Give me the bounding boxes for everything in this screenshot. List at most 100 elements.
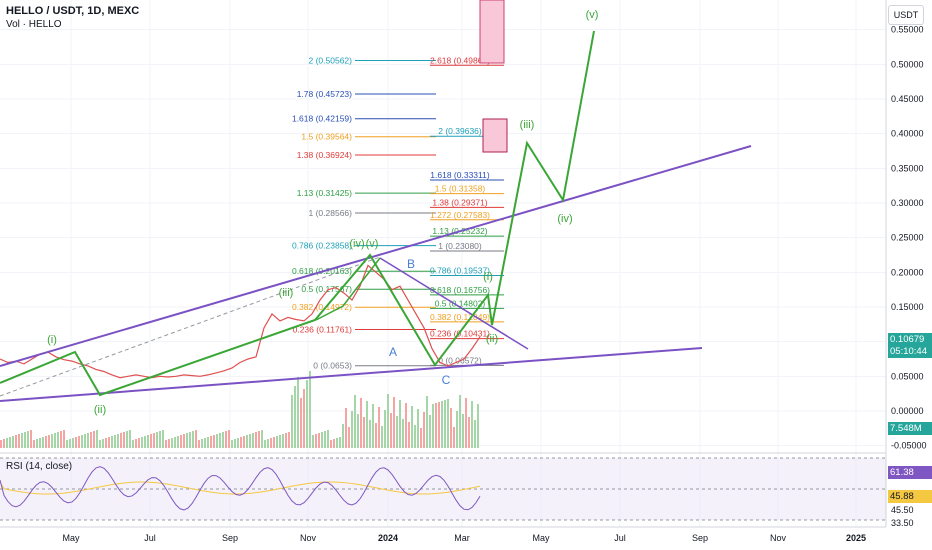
volume-bar — [333, 439, 335, 448]
volume-bar — [159, 431, 161, 448]
symbol-title[interactable]: HELLO / USDT, 1D, MEXC — [6, 5, 140, 17]
volume-bar — [147, 435, 149, 448]
volume-bar — [399, 400, 401, 448]
volume-bar — [264, 440, 266, 448]
volume-bar — [24, 432, 26, 448]
volume-bar — [375, 423, 377, 448]
rsi-tick-label: 33.50 — [891, 518, 914, 528]
fib-right-label: 0.236 (0.10431) — [430, 329, 490, 339]
volume-bar — [402, 419, 404, 448]
price-tick-label: 0.25000 — [891, 233, 924, 243]
rsi-value-tag: 61.38 — [888, 466, 932, 479]
wedge-line — [379, 257, 529, 350]
volume-bar — [84, 434, 86, 448]
chart-header: HELLO / USDT, 1D, MEXC Vol · HELLO — [6, 4, 139, 32]
volume-bar — [294, 386, 296, 448]
volume-bar — [171, 438, 173, 448]
volume-bar — [453, 427, 455, 448]
volume-bar — [426, 396, 428, 448]
volume-bar — [81, 435, 83, 448]
volume-bar — [240, 437, 242, 448]
volume-bar — [267, 439, 269, 448]
volume-bar — [246, 435, 248, 448]
rsi-panel — [0, 457, 886, 521]
fib-left-label: 0 (0.0653) — [313, 361, 352, 371]
volume-bar — [165, 440, 167, 448]
volume-bar — [153, 433, 155, 448]
volume-bar — [342, 424, 344, 448]
time-tick-label: 2024 — [378, 533, 398, 543]
volume-bar — [150, 434, 152, 448]
fib-left-label: 1.78 (0.45723) — [297, 89, 352, 99]
rsi-legend[interactable]: RSI (14, close) — [6, 461, 73, 472]
volume-bar — [435, 403, 437, 448]
volume-bar — [93, 431, 95, 448]
wave-label: (v) — [366, 238, 379, 250]
volume-bar — [429, 415, 431, 448]
volume-bar — [348, 427, 350, 448]
volume-bar — [225, 431, 227, 448]
upper-trendline — [0, 145, 752, 367]
fib-left-label: 1.13 (0.31425) — [297, 188, 352, 198]
volume-bar — [27, 431, 29, 448]
volume-bar — [51, 434, 53, 448]
fib-right-label: 2 (0.39636) — [438, 126, 482, 136]
volume-bar — [144, 436, 146, 448]
fib-right-label: 1.38 (0.29371) — [432, 197, 487, 207]
wave-label: A — [389, 345, 397, 359]
volume-bar — [45, 436, 47, 448]
volume-bar — [39, 438, 41, 448]
wave-label: C — [442, 373, 451, 387]
volume-legend[interactable]: Vol · HELLO — [6, 19, 62, 30]
wave-label: (iii) — [520, 119, 535, 131]
volume-bar — [384, 410, 386, 448]
wave-label: (v) — [586, 9, 599, 21]
volume-bar — [141, 437, 143, 448]
price-tick-label: 0.20000 — [891, 267, 924, 277]
volume-bar — [183, 434, 185, 448]
volume-bar — [315, 434, 317, 448]
volume-bar — [135, 439, 137, 448]
volume-bars — [0, 371, 479, 448]
volume-bar — [210, 436, 212, 448]
price-tick-label: 0.35000 — [891, 163, 924, 173]
volume-bar — [252, 433, 254, 448]
volume-bar — [360, 398, 362, 448]
time-tick-label: Jul — [144, 533, 156, 543]
volume-bar — [417, 409, 419, 448]
time-tick-label: Sep — [222, 533, 238, 543]
volume-bar — [381, 426, 383, 448]
volume-bar — [357, 414, 359, 448]
fibonacci-levels: 2 (0.50562) 1.78 (0.45723) 1.618 (0.42159)… — [292, 55, 504, 371]
volume-bar — [198, 440, 200, 448]
price-tick-label: 0.00000 — [891, 406, 924, 416]
volume-bar — [111, 436, 113, 448]
volume-bar — [132, 440, 134, 448]
fib-left-label: 0.5 (0.17567) — [301, 284, 352, 294]
volume-bar — [423, 412, 425, 448]
volume-bar — [99, 440, 101, 448]
fib-left-label: 0.786 (0.23858) — [292, 241, 352, 251]
price-tick-label: 0.45000 — [891, 94, 924, 104]
price-tick-label: 0.40000 — [891, 129, 924, 139]
price-series-line — [0, 264, 481, 379]
volume-bar — [363, 417, 365, 448]
volume-bar — [345, 408, 347, 448]
time-tick-label: Mar — [454, 533, 470, 543]
volume-bar — [279, 435, 281, 448]
volume-bar — [123, 432, 125, 448]
volume-bar — [471, 401, 473, 448]
volume-bar — [378, 407, 380, 448]
currency-button[interactable]: USDT — [888, 5, 924, 25]
volume-bar — [192, 431, 194, 448]
time-tick-label: Nov — [300, 533, 317, 543]
volume-bar — [261, 430, 263, 448]
volume-value-tag: 7.548M — [888, 422, 932, 435]
volume-bar — [90, 432, 92, 448]
volume-bar — [9, 437, 11, 448]
volume-bar — [72, 438, 74, 448]
volume-bar — [438, 402, 440, 448]
volume-bar — [396, 416, 398, 448]
volume-bar — [270, 438, 272, 448]
